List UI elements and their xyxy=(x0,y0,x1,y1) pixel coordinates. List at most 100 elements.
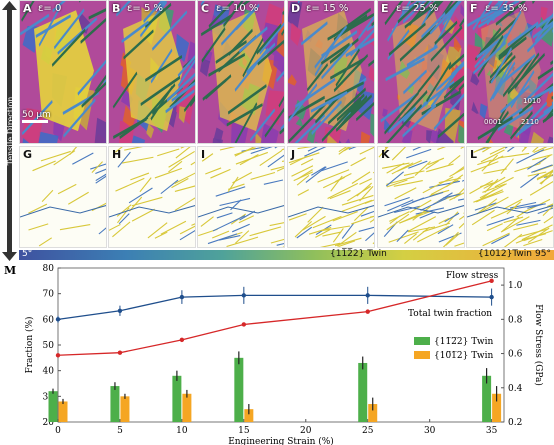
colorbar-label-10-12: {1012}Twin xyxy=(478,249,532,259)
panel-letter-h: H xyxy=(112,148,122,161)
bar-10-12 xyxy=(368,404,378,422)
ipf-label-0001: 0001 xyxy=(484,118,502,126)
y-right-tick-label: 0.8 xyxy=(508,315,523,325)
bar-11-22 xyxy=(358,362,368,422)
colorbar-label-11-22: {11̅2̅2} Twin xyxy=(330,249,387,259)
panel-letter-a: A xyxy=(23,2,32,15)
y-right-axis-label: Flow Stress (GPa) xyxy=(533,304,544,386)
twin-map-h: H xyxy=(108,146,196,248)
bar-10-12 xyxy=(120,396,130,422)
legend-swatch xyxy=(414,337,430,345)
x-tick-label: 35 xyxy=(486,426,498,436)
panel-strain-a: ε= 0 xyxy=(38,3,62,14)
y-tick-label: 50 xyxy=(43,341,55,351)
bar-10-12 xyxy=(492,393,502,422)
series-line-flow-stress xyxy=(57,294,492,320)
colorbar-max: 95° xyxy=(535,249,551,259)
y-tick-label: 30 xyxy=(43,392,55,402)
data-point xyxy=(489,294,494,300)
x-tick-label: 10 xyxy=(176,426,188,436)
y-right-tick-label: 0.2 xyxy=(508,418,522,428)
y-tick-label: 40 xyxy=(43,367,55,377)
y-tick-label: 80 xyxy=(43,264,55,274)
y-tick-label: 60 xyxy=(43,315,55,325)
panel-letter-m: M xyxy=(4,264,16,277)
panel-letter-k: K xyxy=(381,148,390,161)
data-point xyxy=(117,308,123,313)
tensile-direction-label: Tensile Direction xyxy=(6,97,15,166)
scale-bar: 50 μm xyxy=(22,110,51,123)
panel-strain-b: ε= 5 % xyxy=(127,3,164,14)
data-point xyxy=(117,350,123,355)
misorientation-colorbar xyxy=(19,250,554,260)
twin-map-i: I xyxy=(197,146,285,248)
panel-strain-d: ε= 15 % xyxy=(306,3,349,14)
twin-fraction-chart: M 0 5 10 15 20 25 30 35 20 30 40 50 60 70 80 0.2 0.4 0.6 0.… xyxy=(4,264,544,445)
panel-strain-e: ε= 25 % xyxy=(396,3,439,14)
ipf-label-1010: 1010 xyxy=(523,97,541,105)
bar-10-12 xyxy=(244,409,254,422)
panel-letter-i: I xyxy=(201,148,206,161)
x-axis-label: Engineering Strain (%) xyxy=(228,436,334,445)
bar-11-22 xyxy=(172,375,182,422)
data-point xyxy=(241,322,247,327)
x-tick-label: 0 xyxy=(55,426,61,436)
panel-letter-c: C xyxy=(201,2,210,15)
panel-strain-f: ε= 35 % xyxy=(485,3,528,14)
ipf-label-2110: 2110 xyxy=(521,118,539,126)
y-tick-label: 70 xyxy=(43,290,55,300)
y-right-tick-label: 0.6 xyxy=(508,350,523,360)
data-point xyxy=(179,294,185,300)
series-line-total-twin xyxy=(57,280,492,356)
tensile-direction-arrow: Tensile Direction xyxy=(2,1,17,261)
scale-bar-label: 50 μm xyxy=(22,110,51,120)
data-point xyxy=(241,293,247,298)
y-right-tick-label: 0.4 xyxy=(508,384,523,394)
data-point xyxy=(489,278,494,284)
panel-letter-d: D xyxy=(291,2,301,15)
bar-10-12 xyxy=(182,393,192,422)
bar-11-22 xyxy=(482,375,492,422)
panel-strain-c: ε= 10 % xyxy=(216,3,259,14)
x-tick-label: 25 xyxy=(362,426,374,436)
annotation-total-twin: Total twin fraction xyxy=(408,309,492,319)
panel-letter-f: F xyxy=(470,2,478,15)
bar-10-12 xyxy=(58,401,68,422)
panel-letter-l: L xyxy=(470,148,478,161)
bar-11-22 xyxy=(48,391,58,422)
panel-letter-e: E xyxy=(381,2,389,15)
data-point xyxy=(55,317,61,322)
data-point xyxy=(179,337,185,343)
twin-map-j: J xyxy=(287,146,375,248)
x-tick-label: 30 xyxy=(424,426,436,436)
x-tick-label: 5 xyxy=(117,426,123,436)
x-tick-label: 20 xyxy=(300,426,312,436)
legend-label: {10̅1̅2} Twin xyxy=(434,351,493,361)
panel-letter-g: G xyxy=(23,148,33,161)
annotation-flow-stress: Flow stress xyxy=(446,271,499,281)
panel-letter-b: B xyxy=(112,2,121,15)
y-axis-label: Fraction (%) xyxy=(24,316,35,373)
colorbar-min: 5° xyxy=(22,249,33,259)
bar-11-22 xyxy=(110,386,120,422)
twin-map-l: L xyxy=(466,146,554,248)
twin-map-k: K xyxy=(377,146,465,248)
panel-letter-j: J xyxy=(291,148,296,161)
twin-map-g: G xyxy=(19,146,107,248)
legend-label: {11̅2̅2} Twin xyxy=(434,337,493,347)
data-point xyxy=(365,293,370,298)
y-right-tick-label: 1.0 xyxy=(508,281,523,291)
legend-swatch xyxy=(414,351,430,359)
data-point xyxy=(365,309,370,314)
y-tick-label: 20 xyxy=(43,418,55,428)
x-tick-label: 15 xyxy=(238,426,250,436)
data-point xyxy=(55,353,61,358)
bar-11-22 xyxy=(234,357,244,422)
